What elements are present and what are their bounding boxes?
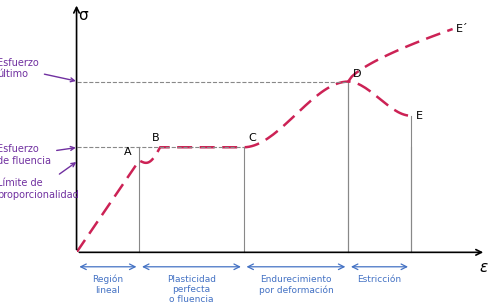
Text: Esfuerzo
último: Esfuerzo último — [0, 58, 75, 82]
Text: ε: ε — [480, 260, 488, 275]
Text: A: A — [124, 147, 132, 157]
Text: Plasticidad
perfecta
o fluencia: Plasticidad perfecta o fluencia — [167, 275, 216, 304]
Text: Estricción: Estricción — [357, 275, 402, 284]
Text: B: B — [152, 133, 160, 143]
Text: Región
lineal: Región lineal — [92, 275, 123, 295]
Text: E´: E´ — [456, 24, 468, 34]
Text: E: E — [416, 111, 423, 121]
Text: σ: σ — [78, 8, 88, 23]
Text: Límite de
proporcionalidad: Límite de proporcionalidad — [0, 163, 79, 200]
Text: Endurecimiento
por deformación: Endurecimiento por deformación — [259, 275, 333, 295]
Text: D: D — [353, 69, 362, 79]
Text: Esfuerzo
de fluencia: Esfuerzo de fluencia — [0, 144, 74, 166]
Text: C: C — [249, 133, 256, 143]
